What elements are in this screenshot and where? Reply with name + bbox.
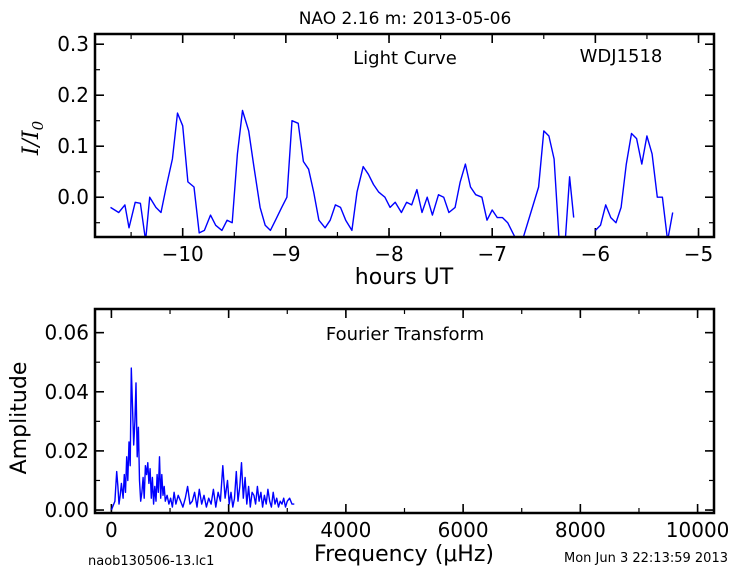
light-curve-ytick-label: 0.2 (57, 83, 89, 107)
fourier-xlabel: Frequency (μHz) (314, 542, 494, 567)
fourier-xtick-label: 8000 (555, 518, 606, 542)
fourier-tick-labels: 0 2000 4000 6000 8000 10000 0.00 0.02 0.04 0.06 (44, 321, 729, 542)
light-curve-ylabel: I/I0 (19, 120, 47, 156)
light-curve-ticks (95, 34, 714, 237)
fourier-panel: 0 2000 4000 6000 8000 10000 0.00 0.02 0.04 0.06 F… (7, 307, 729, 567)
light-curve-line-segment-1 (594, 132, 674, 237)
light-curve-xtick-label: −10 (162, 242, 204, 266)
light-curve-series (110, 109, 674, 237)
figure-title: NAO 2.16 m: 2013-05-06 (299, 9, 512, 29)
fourier-xtick-label: 6000 (438, 518, 489, 542)
fourier-ytick-label: 0.02 (44, 439, 89, 463)
light-curve-ytick-label: 0.0 (57, 185, 89, 209)
light-curve-ytick-label: 0.1 (57, 134, 89, 158)
light-curve-ytick-label: 0.3 (57, 32, 89, 56)
light-curve-xtick-label: −8 (374, 242, 403, 266)
light-curve-tick-labels: −10 −9 −8 −7 −6 −5 0.0 0.1 0.2 0.3 (57, 32, 713, 266)
footer-filename: naob130506-13.lc1 (88, 554, 214, 569)
light-curve-xlabel: hours UT (355, 265, 454, 290)
object-name-label: WDJ1518 (580, 46, 663, 67)
fourier-ytick-label: 0.06 (44, 321, 89, 345)
light-curve-xtick-label: −7 (477, 242, 506, 266)
fourier-ylabel: Amplitude (7, 362, 32, 475)
fourier-axes-frame (93, 307, 716, 515)
fourier-series (110, 367, 295, 511)
fourier-ytick-label: 0.00 (44, 498, 89, 522)
light-curve-axes-frame (93, 32, 716, 239)
light-curve-xtick-label: −5 (684, 242, 713, 266)
fourier-annotation: Fourier Transform (326, 324, 484, 345)
fourier-xtick-label: 0 (105, 518, 118, 542)
light-curve-panel: −10 −9 −8 −7 −6 −5 0.0 0.1 0.2 0.3 Light Curve WD… (19, 32, 716, 290)
light-curve-annotation: Light Curve (353, 48, 457, 69)
fourier-ytick-label: 0.04 (44, 380, 89, 404)
fourier-xtick-label: 10000 (666, 518, 730, 542)
footer-timestamp: Mon Jun 3 22:13:59 2013 (564, 551, 728, 566)
light-curve-line-segment-0 (110, 109, 575, 237)
light-curve-xtick-label: −9 (271, 242, 300, 266)
fourier-xtick-label: 4000 (320, 518, 371, 542)
fourier-xtick-label: 2000 (203, 518, 254, 542)
fourier-line-segment-0 (110, 367, 295, 511)
light-curve-xtick-label: −6 (581, 242, 610, 266)
